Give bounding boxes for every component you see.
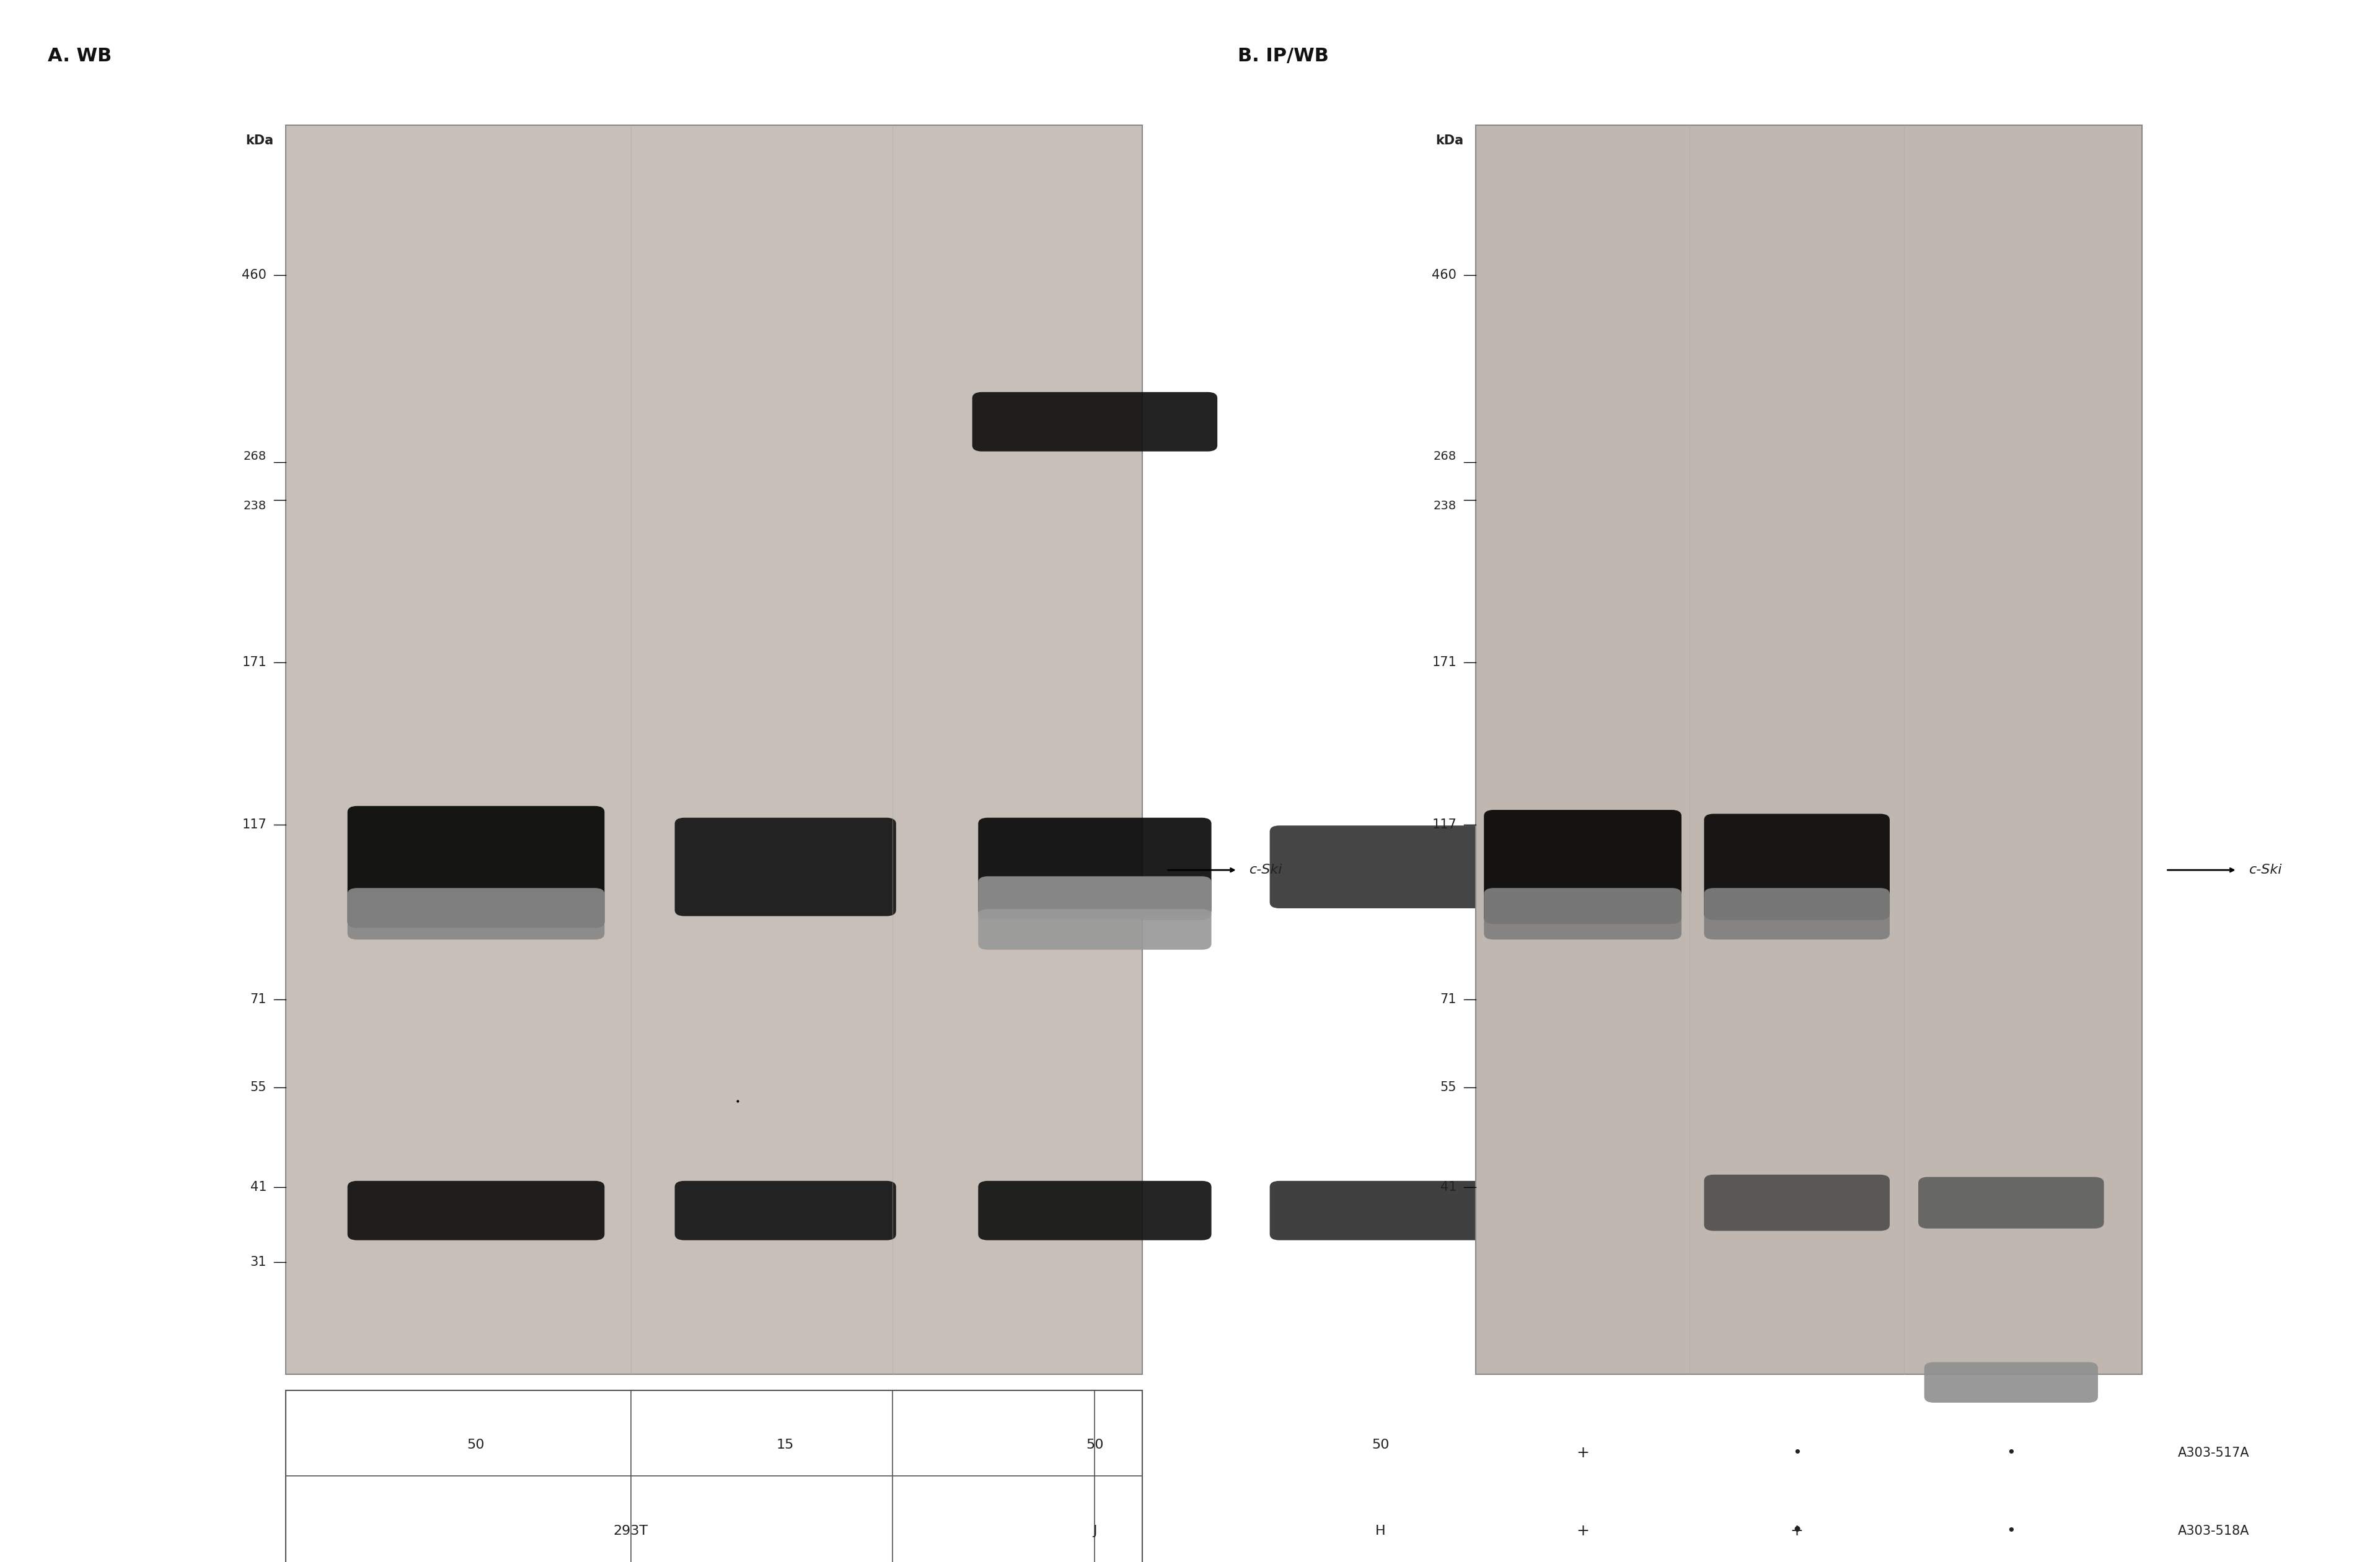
- FancyBboxPatch shape: [1271, 825, 1490, 909]
- Text: c-Ski: c-Ski: [1250, 864, 1283, 876]
- Text: +: +: [1790, 1523, 1804, 1539]
- Text: B. IP/WB: B. IP/WB: [1238, 47, 1328, 66]
- Text: 171: 171: [243, 656, 267, 669]
- Text: 293T: 293T: [614, 1525, 647, 1537]
- FancyBboxPatch shape: [347, 1181, 605, 1240]
- Text: 50: 50: [1371, 1439, 1390, 1451]
- Bar: [1476, 125, 2142, 1375]
- FancyBboxPatch shape: [973, 392, 1219, 451]
- Text: c-Ski: c-Ski: [2249, 864, 2282, 876]
- Text: 71: 71: [250, 993, 267, 1006]
- Text: 460: 460: [1433, 269, 1457, 281]
- Text: 238: 238: [243, 500, 267, 512]
- Text: 55: 55: [250, 1081, 267, 1093]
- FancyBboxPatch shape: [1485, 809, 1680, 925]
- FancyBboxPatch shape: [1271, 1181, 1490, 1240]
- FancyBboxPatch shape: [676, 818, 897, 915]
- FancyBboxPatch shape: [1923, 1362, 2099, 1403]
- Text: 15: 15: [776, 1439, 795, 1451]
- Text: 117: 117: [243, 818, 267, 831]
- Text: 171: 171: [1433, 656, 1457, 669]
- Text: •: •: [2006, 1523, 2016, 1539]
- Text: •: •: [1792, 1521, 1802, 1540]
- Text: 50: 50: [1085, 1439, 1104, 1451]
- Text: A303-517A: A303-517A: [2178, 1446, 2249, 1459]
- Text: 41: 41: [1440, 1181, 1457, 1193]
- FancyBboxPatch shape: [1704, 887, 1890, 940]
- Text: 238: 238: [1433, 500, 1457, 512]
- Text: H: H: [1376, 1525, 1385, 1537]
- FancyBboxPatch shape: [978, 909, 1211, 950]
- FancyBboxPatch shape: [1918, 1178, 2104, 1228]
- FancyBboxPatch shape: [347, 887, 605, 940]
- FancyBboxPatch shape: [347, 806, 605, 928]
- Text: kDa: kDa: [1435, 134, 1464, 147]
- Text: kDa: kDa: [245, 134, 274, 147]
- Bar: [286, 125, 1142, 1375]
- FancyBboxPatch shape: [978, 818, 1211, 915]
- Text: 50: 50: [466, 1439, 486, 1451]
- Text: •: •: [1792, 1445, 1802, 1460]
- FancyBboxPatch shape: [978, 876, 1211, 920]
- FancyBboxPatch shape: [978, 1181, 1211, 1240]
- Text: J: J: [1092, 1525, 1097, 1537]
- Text: A303-518A: A303-518A: [2178, 1525, 2249, 1537]
- Text: 117: 117: [1433, 818, 1457, 831]
- Text: +: +: [1576, 1523, 1590, 1539]
- Text: +: +: [1576, 1445, 1590, 1460]
- Text: A. WB: A. WB: [48, 47, 112, 66]
- FancyBboxPatch shape: [1704, 814, 1890, 920]
- FancyBboxPatch shape: [676, 1181, 897, 1240]
- Text: 55: 55: [1440, 1081, 1457, 1093]
- Text: 460: 460: [243, 269, 267, 281]
- FancyBboxPatch shape: [1704, 1175, 1890, 1231]
- Text: 71: 71: [1440, 993, 1457, 1006]
- Text: 31: 31: [250, 1256, 267, 1268]
- Text: 41: 41: [250, 1181, 267, 1193]
- Text: •: •: [2006, 1445, 2016, 1460]
- Text: 268: 268: [1433, 450, 1457, 462]
- Bar: [286, 1390, 1142, 1562]
- Text: 268: 268: [243, 450, 267, 462]
- FancyBboxPatch shape: [1485, 887, 1680, 940]
